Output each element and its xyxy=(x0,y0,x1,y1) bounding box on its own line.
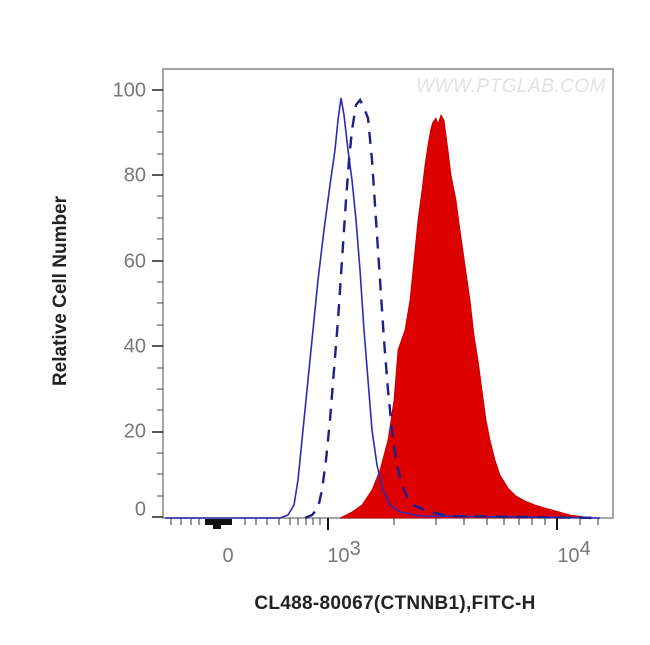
y-axis-minor-ticks xyxy=(157,110,163,497)
series-ctnnb1-filled xyxy=(339,114,596,519)
x-axis-major-ticks xyxy=(327,518,558,530)
series-dashed-line xyxy=(304,97,601,520)
series-solid-line xyxy=(165,97,601,519)
x-tick-1e4: 104 xyxy=(557,539,590,568)
y-tick-80: 80 xyxy=(123,164,146,187)
y-tick-20: 20 xyxy=(123,420,146,443)
x-axis-label: CL488-80067(CTNNB1),FITC-H xyxy=(254,593,536,614)
x-axis-zero-cluster-notch xyxy=(213,525,221,529)
x-axis-minor-ticks xyxy=(170,518,599,525)
y-axis xyxy=(152,89,163,518)
y-tick-100: 100 xyxy=(112,79,146,102)
x-axis-zero-cluster xyxy=(205,519,232,525)
y-tick-40: 40 xyxy=(123,335,146,358)
x-tick-1e4-exp: 4 xyxy=(579,538,591,560)
x-tick-1e3-exp: 3 xyxy=(349,538,361,560)
x-tick-1e3: 103 xyxy=(327,539,360,568)
x-tick-1e4-base: 10 xyxy=(557,545,580,567)
y-tick-60: 60 xyxy=(123,250,146,273)
watermark-text: WWW.PTGLAB.COM xyxy=(416,76,606,97)
x-tick-0-text: 0 xyxy=(222,545,234,567)
x-tick-1e3-base: 10 xyxy=(327,545,350,567)
y-tick-0: 0 xyxy=(134,498,146,521)
x-tick-0: 0 xyxy=(222,545,233,568)
y-axis-label: Relative Cell Number xyxy=(50,195,71,387)
